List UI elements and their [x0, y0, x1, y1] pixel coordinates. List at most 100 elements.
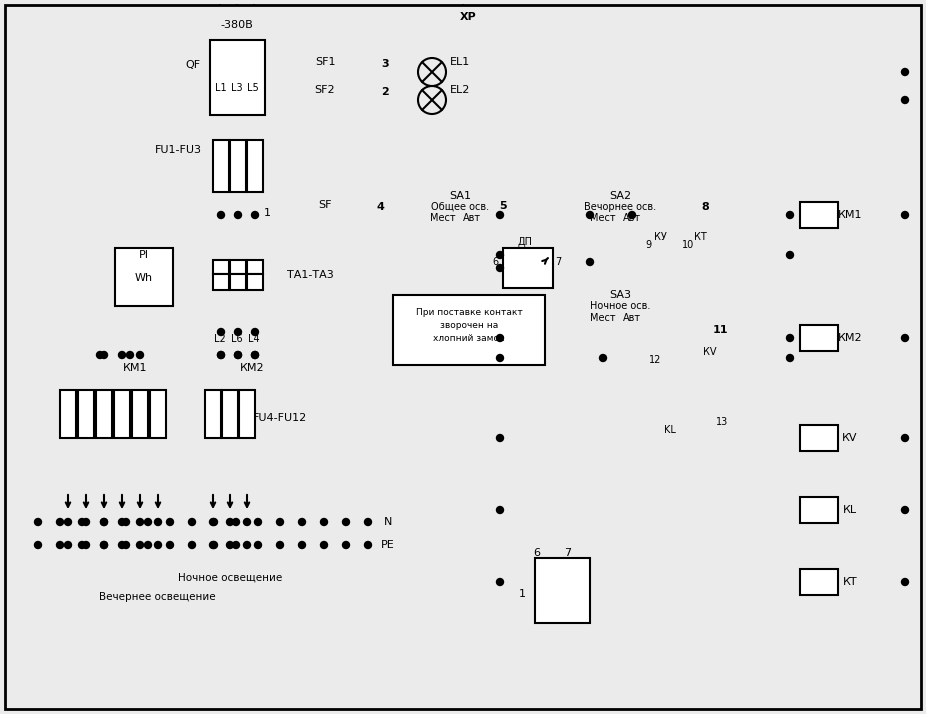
Circle shape	[496, 506, 504, 513]
Bar	[230, 274, 246, 290]
Text: Вечернее освещение: Вечернее освещение	[99, 592, 216, 602]
Circle shape	[629, 211, 635, 218]
Circle shape	[365, 518, 371, 526]
Text: КТ: КТ	[694, 232, 707, 242]
Text: EL2: EL2	[450, 85, 470, 95]
Circle shape	[127, 351, 133, 358]
Circle shape	[255, 518, 261, 526]
Circle shape	[902, 435, 908, 441]
Text: ХР: ХР	[459, 12, 476, 22]
Circle shape	[209, 541, 217, 548]
Circle shape	[496, 251, 504, 258]
Circle shape	[244, 518, 251, 526]
Circle shape	[82, 541, 90, 548]
Bar	[213, 274, 229, 290]
Circle shape	[209, 518, 217, 526]
Circle shape	[227, 541, 233, 548]
Circle shape	[56, 518, 64, 526]
Text: 13: 13	[716, 417, 728, 427]
Bar	[132, 390, 148, 438]
Text: 1: 1	[519, 589, 525, 599]
Bar	[205, 390, 221, 438]
Bar	[239, 390, 255, 438]
Circle shape	[252, 351, 258, 358]
Circle shape	[343, 518, 349, 526]
Text: SA2: SA2	[609, 191, 631, 201]
Circle shape	[232, 541, 240, 548]
Text: 4: 4	[376, 202, 384, 212]
Circle shape	[786, 211, 794, 218]
Bar	[114, 390, 130, 438]
Circle shape	[122, 541, 130, 548]
Circle shape	[167, 518, 173, 526]
Text: Вечорнее осв.: Вечорнее осв.	[584, 202, 656, 212]
Bar	[247, 140, 263, 192]
Circle shape	[167, 541, 173, 548]
Circle shape	[902, 96, 908, 104]
Text: Авт: Авт	[623, 213, 641, 223]
Circle shape	[79, 518, 85, 526]
Bar	[213, 140, 229, 192]
Circle shape	[277, 541, 283, 548]
Circle shape	[298, 518, 306, 526]
Circle shape	[136, 351, 144, 358]
Circle shape	[122, 518, 130, 526]
Text: Мест: Мест	[590, 313, 616, 323]
Bar	[800, 425, 838, 451]
Text: 7: 7	[555, 257, 561, 267]
Text: КМ2: КМ2	[838, 333, 862, 343]
Text: QF: QF	[185, 60, 201, 70]
Circle shape	[232, 518, 240, 526]
Circle shape	[65, 518, 71, 526]
Circle shape	[320, 541, 328, 548]
Bar	[800, 497, 838, 523]
Circle shape	[496, 264, 504, 271]
Circle shape	[496, 354, 504, 361]
Text: N: N	[383, 517, 393, 527]
Text: PI: PI	[139, 250, 149, 260]
Text: 9: 9	[644, 240, 651, 250]
Text: Авт: Авт	[623, 313, 641, 323]
Text: L6: L6	[232, 334, 243, 344]
Text: ДП: ДП	[518, 237, 532, 247]
Text: 6: 6	[492, 257, 498, 267]
Bar	[60, 390, 76, 438]
Circle shape	[119, 351, 126, 358]
Circle shape	[586, 211, 594, 218]
Circle shape	[136, 518, 144, 526]
Text: 1: 1	[264, 208, 270, 218]
Text: Wh: Wh	[135, 273, 153, 283]
Bar	[230, 260, 246, 274]
Text: Авт: Авт	[463, 213, 482, 223]
Circle shape	[144, 541, 152, 548]
Circle shape	[189, 518, 195, 526]
Bar	[213, 260, 229, 274]
Circle shape	[155, 541, 161, 548]
Circle shape	[65, 541, 71, 548]
Circle shape	[252, 351, 258, 358]
Circle shape	[496, 211, 504, 218]
Circle shape	[365, 541, 371, 548]
Circle shape	[277, 518, 283, 526]
Text: Мест: Мест	[431, 213, 456, 223]
Circle shape	[218, 351, 224, 358]
Text: KL: KL	[664, 425, 676, 435]
Circle shape	[234, 351, 242, 358]
Text: КМ1: КМ1	[838, 210, 862, 220]
Text: КТ: КТ	[843, 577, 857, 587]
Circle shape	[119, 518, 126, 526]
Circle shape	[82, 518, 90, 526]
Circle shape	[218, 328, 224, 336]
Bar	[247, 274, 263, 290]
Circle shape	[144, 518, 152, 526]
Bar	[78, 390, 94, 438]
Circle shape	[343, 541, 349, 548]
Text: SF: SF	[319, 200, 332, 210]
Text: FU4-FU12: FU4-FU12	[253, 413, 307, 423]
Circle shape	[210, 518, 218, 526]
Text: -380В: -380В	[220, 20, 254, 30]
Text: зворочен на: зворочен на	[440, 321, 498, 329]
Text: 7: 7	[565, 548, 571, 558]
Circle shape	[136, 541, 144, 548]
Text: 8: 8	[701, 202, 709, 212]
